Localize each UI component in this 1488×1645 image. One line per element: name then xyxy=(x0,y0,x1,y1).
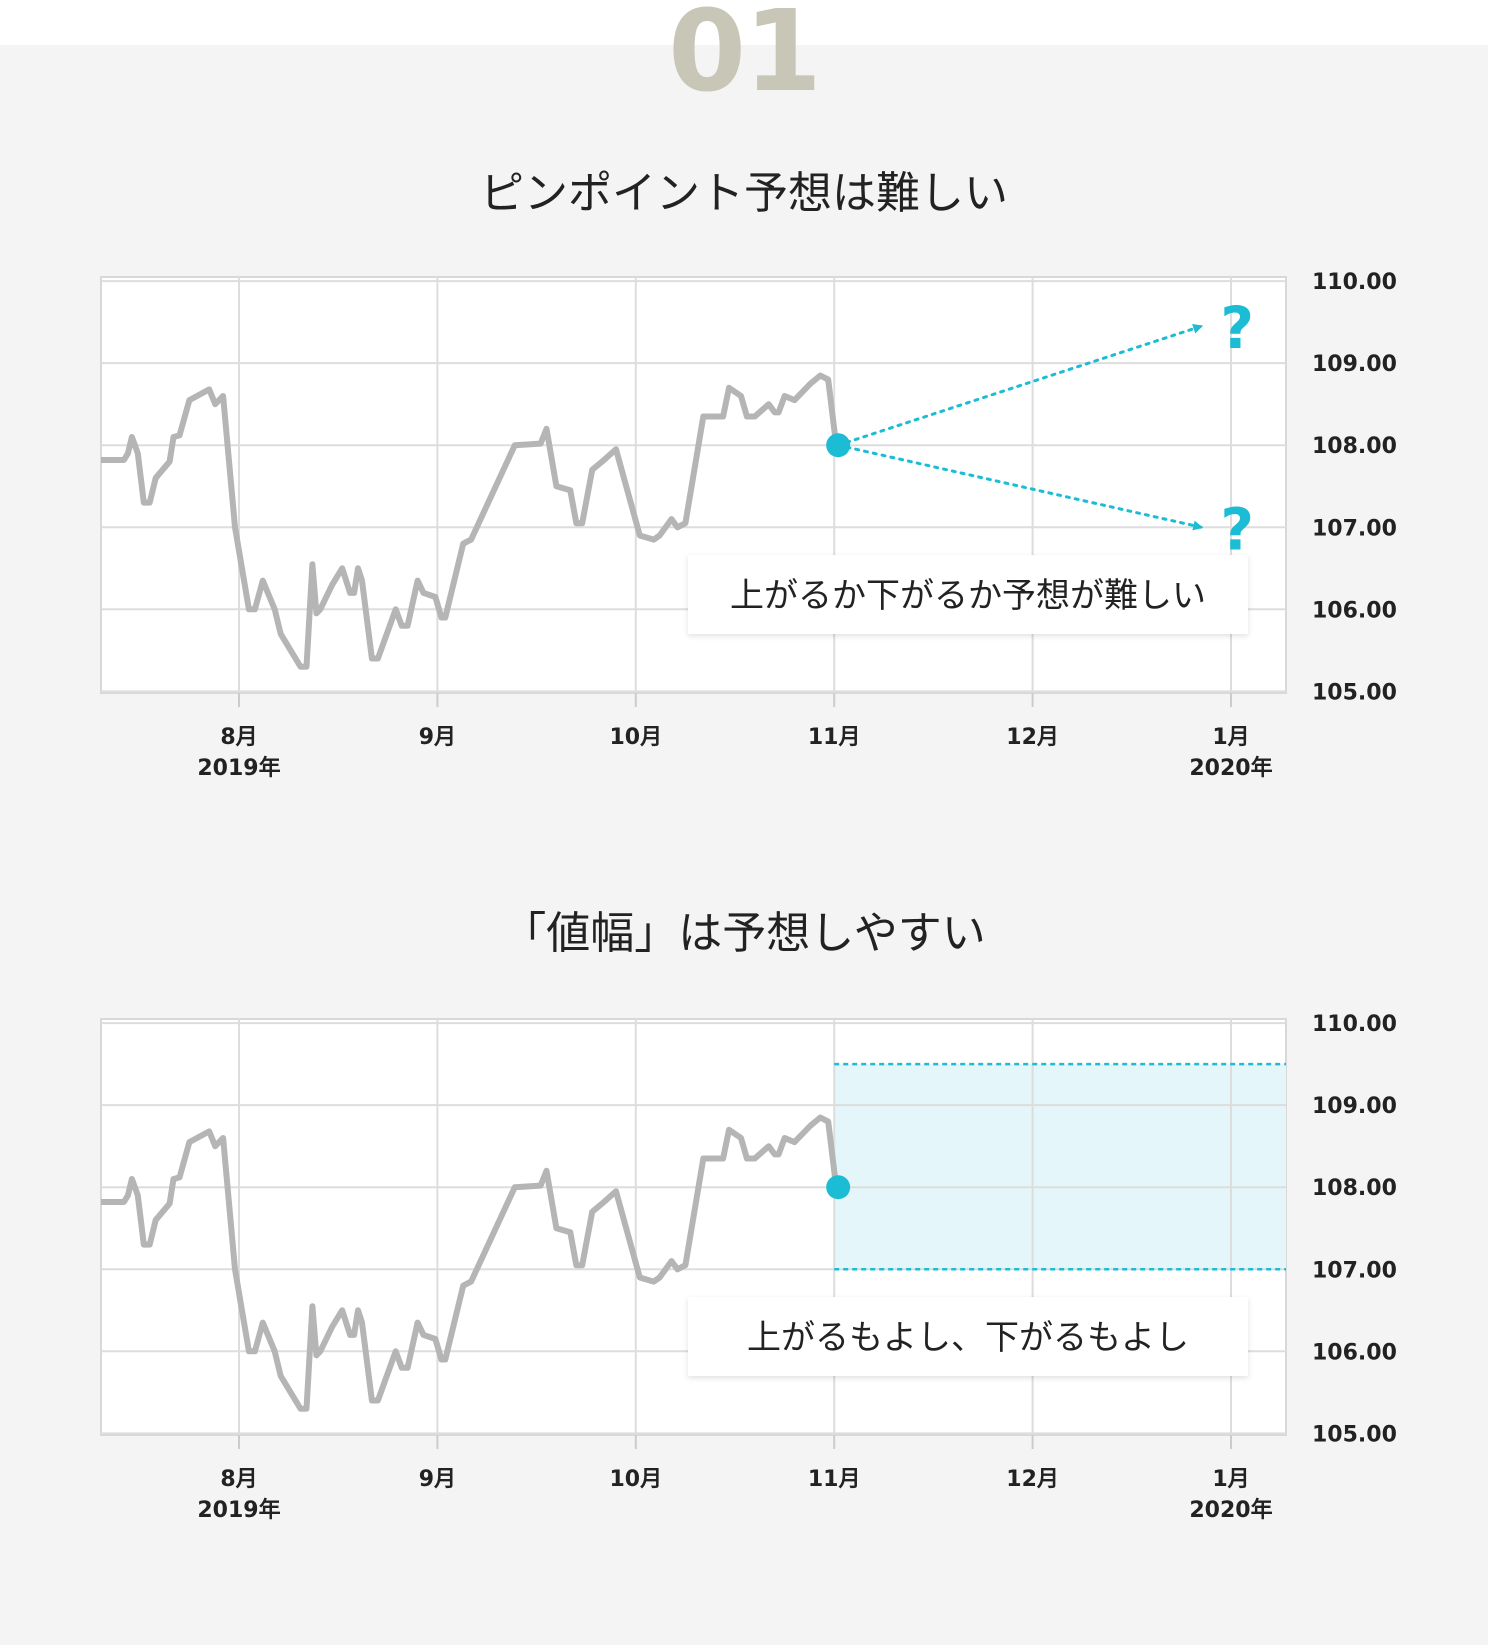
x-tick-label: 10月 xyxy=(609,1467,662,1492)
x-tick-label: 1月 xyxy=(1212,1467,1249,1492)
x-tick-label: 10月 xyxy=(609,725,662,750)
x-tick-label: 8月 xyxy=(220,1467,257,1492)
price-series-line xyxy=(101,372,842,670)
x-tick-label: 12月 xyxy=(1006,725,1059,750)
y-tick-label: 105.00 xyxy=(1312,1422,1397,1447)
section-title-range: 「値幅」は予想しやすい xyxy=(502,908,986,959)
x-tick-year-label: 2019年 xyxy=(197,1497,280,1523)
y-tick-label: 109.00 xyxy=(1312,352,1397,377)
x-tick-year-label: 2020年 xyxy=(1189,755,1272,781)
x-tick-label: 9月 xyxy=(419,725,456,750)
x-tick-year-label: 2020年 xyxy=(1189,1497,1272,1523)
y-tick-label: 109.00 xyxy=(1312,1094,1397,1119)
question-mark: ? xyxy=(1220,294,1254,362)
y-tick-label: 110.00 xyxy=(1312,270,1397,295)
x-tick-label: 8月 xyxy=(220,725,257,750)
x-tick-label: 12月 xyxy=(1006,1467,1059,1492)
price-series-line xyxy=(101,1114,842,1412)
y-tick-label: 108.00 xyxy=(1312,1176,1397,1201)
step-number: 01 xyxy=(668,0,822,117)
y-tick-label: 107.00 xyxy=(1312,1258,1397,1283)
y-tick-label: 105.00 xyxy=(1312,680,1397,705)
y-tick-label: 107.00 xyxy=(1312,516,1397,541)
forecast-range-band xyxy=(834,1064,1286,1270)
callout-text: 上がるか下がるか予想が難しい xyxy=(730,576,1206,616)
x-tick-label: 11月 xyxy=(808,1467,861,1492)
y-tick-label: 106.00 xyxy=(1312,598,1397,623)
callout-box xyxy=(688,555,1248,634)
pinpoint-forecast-chart: 110.00 109.00 108.00 107.00 106.00 105.00 8月 20… xyxy=(100,270,1397,781)
y-tick-label: 108.00 xyxy=(1312,434,1397,459)
x-tick-label: 11月 xyxy=(808,725,861,750)
current-point-marker xyxy=(826,1175,851,1200)
current-point-marker xyxy=(826,433,851,458)
x-tick-label: 1月 xyxy=(1212,725,1249,750)
forecast-arrow xyxy=(836,443,1204,531)
top-band xyxy=(0,0,1488,45)
question-mark: ? xyxy=(1220,495,1254,563)
y-tick-label: 110.00 xyxy=(1312,1012,1397,1037)
callout-text: 上がるもよし、下がるもよし xyxy=(747,1318,1189,1358)
x-tick-label: 9月 xyxy=(419,1467,456,1492)
callout-box xyxy=(688,1297,1248,1376)
x-tick-year-label: 2019年 xyxy=(197,755,280,781)
section-title-pinpoint: ピンポイント予想は難しい xyxy=(480,168,1008,219)
forecast-arrow xyxy=(836,323,1204,447)
y-tick-label: 106.00 xyxy=(1312,1340,1397,1365)
range-forecast-chart: 110.00 109.00 108.00 107.00 106.00 105.00 8月 20… xyxy=(100,1012,1397,1523)
